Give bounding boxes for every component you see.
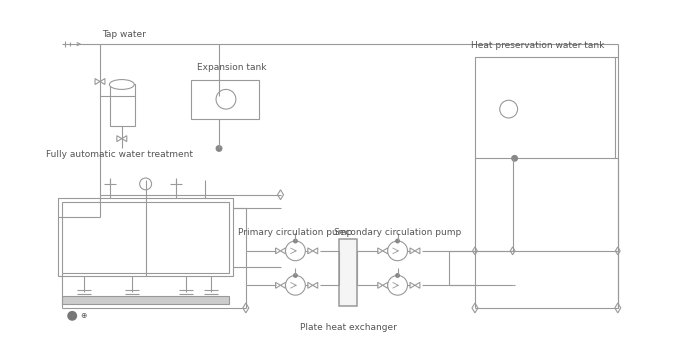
Bar — [191, 80, 259, 119]
Polygon shape — [313, 282, 317, 288]
Polygon shape — [615, 247, 620, 255]
Circle shape — [286, 241, 305, 261]
Bar — [59, 198, 233, 276]
Text: Heat preservation water tank: Heat preservation water tank — [471, 41, 604, 50]
Polygon shape — [383, 248, 388, 254]
Circle shape — [388, 241, 408, 261]
Polygon shape — [383, 282, 388, 288]
Circle shape — [215, 145, 222, 152]
Bar — [110, 85, 135, 126]
Circle shape — [500, 100, 518, 118]
Circle shape — [395, 238, 400, 243]
Polygon shape — [281, 248, 286, 254]
Polygon shape — [243, 303, 249, 313]
Polygon shape — [117, 136, 122, 142]
Text: Primary circulation pump: Primary circulation pump — [238, 228, 353, 237]
Circle shape — [395, 273, 400, 278]
Polygon shape — [275, 248, 281, 254]
Polygon shape — [410, 282, 415, 288]
Circle shape — [139, 178, 152, 190]
Polygon shape — [275, 282, 281, 288]
Bar — [339, 239, 357, 306]
Polygon shape — [410, 248, 415, 254]
Polygon shape — [473, 247, 477, 255]
Ellipse shape — [110, 80, 135, 89]
Polygon shape — [511, 247, 515, 255]
Circle shape — [293, 238, 298, 243]
Polygon shape — [377, 248, 383, 254]
Bar — [62, 202, 229, 272]
Circle shape — [67, 311, 77, 321]
Circle shape — [216, 89, 236, 109]
Polygon shape — [122, 136, 127, 142]
Circle shape — [511, 155, 518, 162]
Text: Fully automatic water treatment: Fully automatic water treatment — [46, 150, 193, 160]
Polygon shape — [100, 79, 105, 85]
Polygon shape — [313, 248, 317, 254]
Text: Secondary circulation pump: Secondary circulation pump — [334, 228, 461, 237]
Circle shape — [388, 276, 408, 295]
Polygon shape — [415, 248, 420, 254]
Text: Tap water: Tap water — [102, 30, 146, 39]
Polygon shape — [281, 282, 286, 288]
Polygon shape — [472, 303, 478, 313]
Bar — [62, 296, 229, 304]
Polygon shape — [615, 303, 621, 313]
Polygon shape — [308, 248, 313, 254]
Polygon shape — [415, 282, 420, 288]
Text: $\oplus$: $\oplus$ — [80, 311, 88, 320]
Bar — [475, 57, 615, 158]
Polygon shape — [95, 79, 100, 85]
Polygon shape — [277, 190, 284, 200]
Circle shape — [286, 276, 305, 295]
Polygon shape — [308, 282, 313, 288]
Polygon shape — [377, 282, 383, 288]
Circle shape — [293, 273, 298, 278]
Text: Plate heat exchanger: Plate heat exchanger — [299, 323, 397, 332]
Text: Expansion tank: Expansion tank — [197, 63, 267, 72]
